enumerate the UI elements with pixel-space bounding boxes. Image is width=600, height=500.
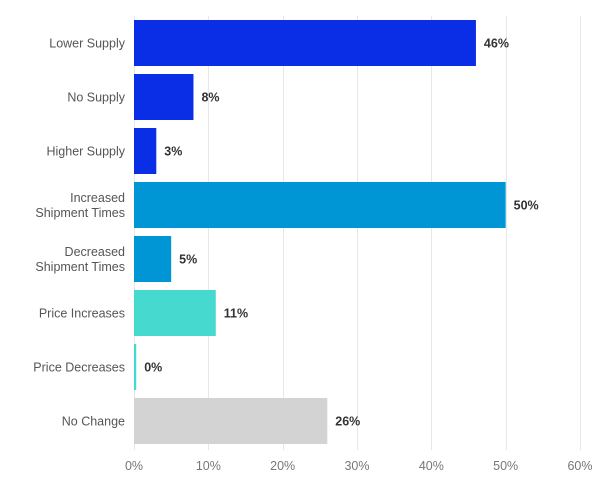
bar-value-label: 3% bbox=[164, 145, 182, 159]
category-label: No Supply bbox=[67, 91, 125, 105]
bar-value-label: 0% bbox=[144, 361, 162, 375]
bar-value-label: 5% bbox=[179, 253, 197, 267]
bar bbox=[134, 20, 476, 66]
bar bbox=[134, 344, 137, 390]
grid-lines bbox=[134, 16, 581, 450]
bar bbox=[134, 398, 328, 444]
x-tick-label: 10% bbox=[196, 459, 221, 473]
category-label: No Change bbox=[62, 415, 125, 429]
value-labels: 46% 8% 3% 50% 5% 11% 0% 26% bbox=[144, 37, 538, 429]
x-tick-label: 30% bbox=[344, 459, 369, 473]
bars bbox=[134, 20, 506, 444]
bar-value-label: 8% bbox=[201, 91, 219, 105]
x-axis-tick-labels: 0% 10% 20% 30% 40% 50% 60% bbox=[125, 459, 593, 473]
category-label: Price Increases bbox=[39, 307, 125, 321]
category-label: Lower Supply bbox=[49, 37, 125, 51]
bar bbox=[134, 290, 216, 336]
bar bbox=[134, 128, 157, 174]
x-tick-label: 0% bbox=[125, 459, 143, 473]
bar-value-label: 50% bbox=[514, 199, 539, 213]
category-label: Price Decreases bbox=[33, 361, 125, 375]
category-label: Decreased Shipment Times bbox=[35, 245, 125, 274]
x-tick-label: 20% bbox=[270, 459, 295, 473]
category-labels: Lower Supply No Supply Higher Supply Increa… bbox=[33, 37, 125, 429]
x-tick-label: 50% bbox=[493, 459, 518, 473]
bar bbox=[134, 236, 172, 282]
category-label: Increased Shipment Times bbox=[35, 191, 125, 220]
x-tick-label: 40% bbox=[419, 459, 444, 473]
bar-value-label: 46% bbox=[484, 37, 509, 51]
x-tick-label: 60% bbox=[567, 459, 592, 473]
category-label: Higher Supply bbox=[46, 145, 125, 159]
bar-value-label: 26% bbox=[335, 415, 360, 429]
bar bbox=[134, 74, 194, 120]
bar bbox=[134, 182, 506, 228]
bar-value-label: 11% bbox=[224, 307, 248, 321]
